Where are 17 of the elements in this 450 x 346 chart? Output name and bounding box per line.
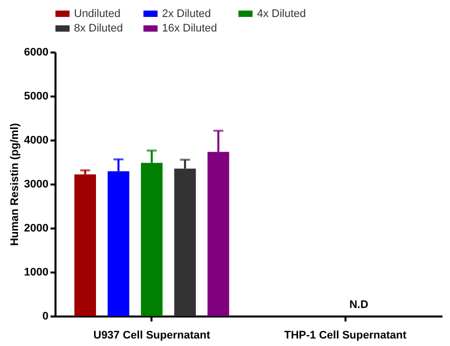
y-tick-label: 4000: [24, 134, 48, 146]
legend-label: 2x Diluted: [162, 8, 211, 20]
y-tick-label: 3000: [24, 178, 48, 190]
bar: [74, 174, 96, 316]
y-tick-label: 6000: [24, 46, 48, 58]
legend-label: 16x Diluted: [162, 22, 218, 34]
y-tick-label: 2000: [24, 222, 48, 234]
x-tick-label: THP-1 Cell Supernatant: [284, 330, 407, 342]
annotation: N.D: [349, 299, 368, 311]
legend-label: Undiluted: [74, 8, 120, 20]
x-tick-label: U937 Cell Supernatant: [93, 330, 210, 342]
y-tick-label: 0: [42, 310, 48, 322]
y-tick-label: 5000: [24, 90, 48, 102]
y-axis-title: Human Resistin (pg/ml): [9, 122, 22, 246]
legend-label: 4x Diluted: [257, 8, 306, 20]
y-tick-label: 1000: [24, 266, 48, 278]
legend-label: 8x Diluted: [74, 22, 123, 34]
